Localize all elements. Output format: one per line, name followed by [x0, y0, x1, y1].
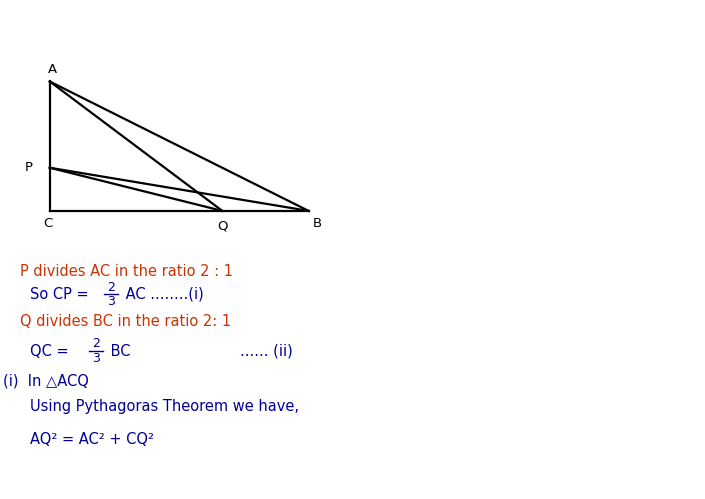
- Text: B: B: [313, 218, 322, 231]
- Text: P: P: [25, 161, 32, 174]
- Text: AQ² = AC² + CQ²: AQ² = AC² + CQ²: [30, 432, 154, 447]
- Text: AC ........(i): AC ........(i): [121, 287, 204, 302]
- Text: P divides AC in the ratio 2 : 1: P divides AC in the ratio 2 : 1: [20, 264, 233, 279]
- Text: A: A: [48, 63, 56, 76]
- Text: BC: BC: [106, 344, 130, 359]
- Text: 2: 2: [92, 337, 100, 350]
- Text: ...... (ii): ...... (ii): [240, 344, 293, 359]
- Text: Q: Q: [217, 220, 228, 233]
- Text: 3: 3: [92, 352, 100, 365]
- Text: 2: 2: [107, 281, 115, 294]
- Text: Q divides BC in the ratio 2: 1: Q divides BC in the ratio 2: 1: [20, 314, 231, 329]
- Text: QC =: QC =: [30, 344, 73, 359]
- Text: 3: 3: [107, 295, 115, 308]
- Text: C: C: [43, 218, 53, 231]
- Text: Using Pythagoras Theorem we have,: Using Pythagoras Theorem we have,: [30, 399, 299, 414]
- Text: (i)  In △ACQ: (i) In △ACQ: [3, 374, 89, 389]
- Text: So CP =: So CP =: [30, 287, 93, 302]
